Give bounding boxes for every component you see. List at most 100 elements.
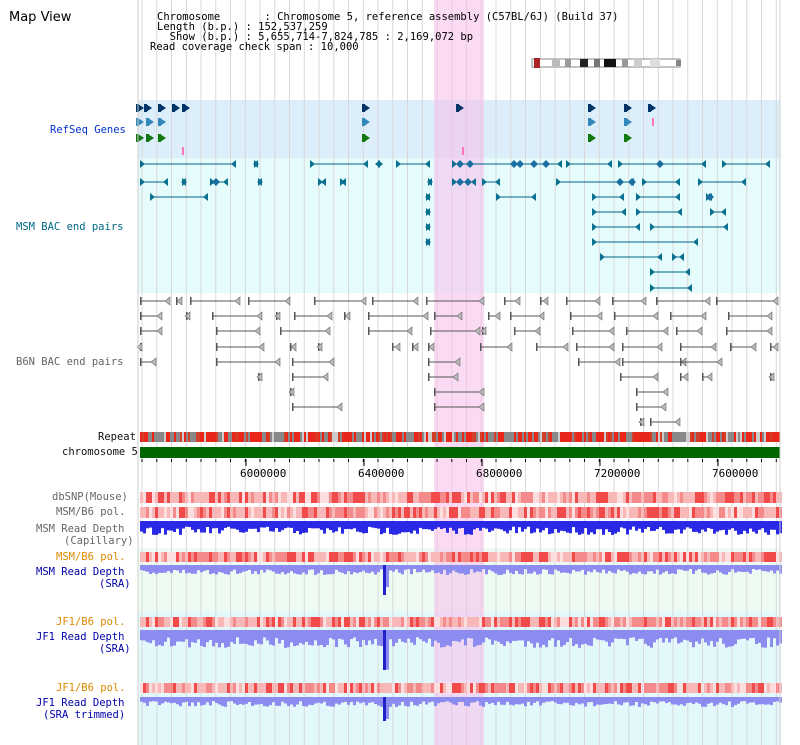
track-label-msm-bac[interactable]: MSM BAC end pairs (16, 221, 124, 233)
pol-strip (407, 552, 410, 562)
track-label-jf1-b6-pol-2[interactable]: JF1/B6 pol. (56, 682, 126, 694)
bac-end (496, 193, 501, 201)
repeat-segment (732, 432, 734, 442)
bac-end (721, 208, 726, 216)
depth-bar (338, 630, 341, 639)
pol-strip (200, 617, 203, 627)
depth-bar (476, 565, 479, 572)
track-label-msm-depth-capillary[interactable]: MSM Read Depth (36, 523, 125, 535)
depth-bar (650, 565, 653, 572)
pol-strip (677, 492, 680, 503)
depth-bar (695, 697, 698, 703)
bac-end (136, 342, 143, 352)
bac-end (766, 311, 773, 321)
bac-end (730, 343, 732, 351)
depth-bar (593, 630, 596, 638)
depth-bar (665, 521, 668, 534)
depth-bar (392, 565, 395, 572)
depth-bar (440, 697, 443, 703)
depth-bar (590, 521, 593, 533)
track-label-repeat[interactable]: Repeat (98, 431, 136, 443)
bac-end (294, 312, 296, 320)
repeat-segment (450, 432, 452, 442)
pol-strip (722, 683, 725, 693)
depth-bar (470, 521, 473, 535)
depth-bar (533, 565, 536, 572)
depth-bar (407, 630, 410, 639)
depth-bar (140, 521, 143, 532)
pol-strip (521, 492, 524, 503)
depth-bar (242, 697, 245, 705)
repeat-segment (514, 432, 516, 442)
pol-strip (170, 507, 173, 518)
pol-strip (428, 492, 431, 503)
track-label-jf1-depth-sra[interactable]: JF1 Read Depth (36, 631, 125, 643)
track-label-msm-depth-sra[interactable]: MSM Read Depth (36, 566, 125, 578)
bac-end (772, 342, 779, 352)
depth-bar (398, 630, 401, 639)
pol-strip (410, 552, 413, 562)
pol-strip (476, 552, 479, 562)
pol-strip (737, 617, 740, 627)
pol-strip (341, 617, 344, 627)
track-label-refseq-genes[interactable]: RefSeq Genes (50, 124, 126, 136)
depth-bar (197, 521, 200, 530)
track-label-chromosome[interactable]: chromosome 5 (62, 446, 138, 458)
pol-strip (206, 617, 209, 627)
repeat-segment (488, 432, 490, 442)
depth-bar (455, 521, 458, 534)
pol-strip (410, 492, 413, 503)
depth-bar (623, 565, 626, 571)
depth-bar (362, 521, 365, 534)
pol-strip (683, 617, 686, 627)
depth-bar (623, 630, 626, 640)
pol-strip (593, 617, 596, 627)
depth-bar (581, 630, 584, 645)
pol-strip (623, 507, 626, 518)
repeat-segment (194, 432, 196, 442)
pol-strip (728, 507, 731, 518)
repeat-segment (684, 432, 686, 442)
pol-strip (758, 492, 761, 503)
repeat-segment (746, 432, 748, 442)
track-label-jf1-b6-pol-1[interactable]: JF1/B6 pol. (56, 616, 126, 628)
repeat-segment (232, 432, 234, 442)
repeat-segment (706, 432, 708, 442)
pol-strip (194, 492, 197, 503)
depth-bar (758, 697, 761, 705)
track-label-jf1-depth-trimmed[interactable]: JF1 Read Depth (36, 697, 125, 709)
depth-bar (266, 565, 269, 570)
depth-bar (215, 697, 218, 703)
track-label-msm-b6-pol-1[interactable]: MSM/B6 pol. (56, 506, 126, 518)
depth-bar (575, 521, 578, 533)
pol-strip (266, 683, 269, 693)
pol-strip (452, 552, 455, 562)
repeat-segment (158, 432, 160, 442)
chromosome-ideogram[interactable] (530, 53, 682, 68)
bac-end (723, 223, 728, 231)
depth-bar (737, 697, 740, 704)
depth-bar (284, 697, 287, 704)
depth-bar (566, 521, 569, 533)
depth-bar (179, 565, 182, 573)
pol-strip (611, 617, 614, 627)
track-label-dbsnp[interactable]: dbSNP(Mouse) (52, 491, 128, 503)
pol-strip (260, 552, 263, 562)
bac-end (363, 160, 368, 168)
depth-bar (473, 521, 476, 530)
bac-end (322, 372, 329, 382)
pol-strip (641, 683, 644, 693)
track-label-b6n-bac[interactable]: B6N BAC end pairs (16, 356, 124, 368)
pol-strip (449, 683, 452, 693)
depth-bar (380, 521, 383, 535)
depth-bar (209, 630, 212, 640)
pol-strip (212, 552, 215, 562)
pol-strip (185, 552, 188, 562)
pol-strip (365, 552, 368, 562)
track-label-msm-b6-pol-2[interactable]: MSM/B6 pol. (56, 551, 126, 563)
pol-strip (146, 617, 149, 627)
pol-strip (263, 492, 266, 503)
pol-strip (410, 507, 413, 518)
depth-bar (659, 565, 662, 575)
